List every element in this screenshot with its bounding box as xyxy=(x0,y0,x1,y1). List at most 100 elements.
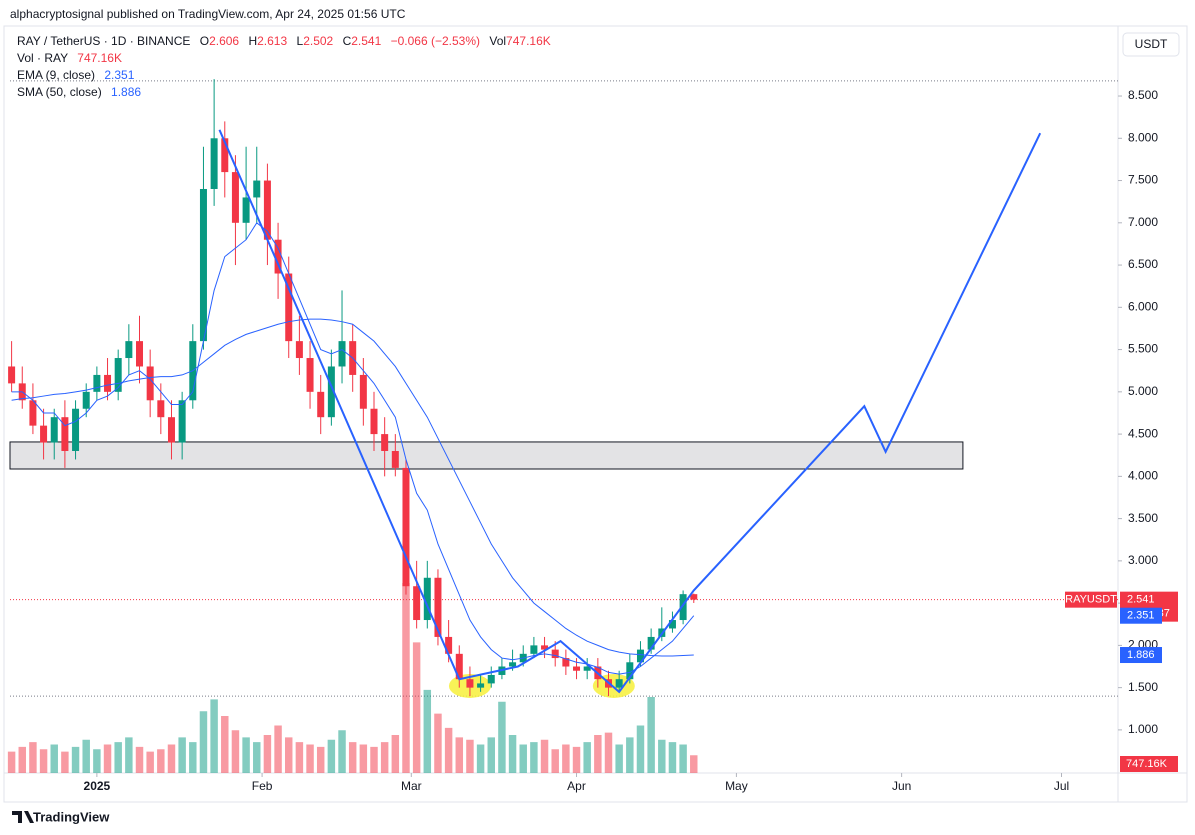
candle-body xyxy=(626,662,634,680)
candle-body xyxy=(402,467,410,587)
volume-bar xyxy=(39,749,48,773)
volume-bar xyxy=(285,737,293,773)
volume-bar xyxy=(114,742,122,773)
footer: TradingView xyxy=(33,809,110,824)
volume-bar xyxy=(455,737,464,773)
volume-bar xyxy=(7,751,16,773)
frame xyxy=(3,25,1188,803)
candle-body xyxy=(679,594,687,621)
symbol-badge xyxy=(1065,591,1117,608)
symbol-badge-label: RAYUSDT xyxy=(1065,594,1117,606)
volume-bar xyxy=(690,755,698,773)
volume-bar xyxy=(423,689,432,773)
candle-body xyxy=(114,358,122,392)
volume-bar xyxy=(242,737,250,773)
volume-bar xyxy=(626,737,634,773)
volume-bar xyxy=(295,742,304,773)
zone xyxy=(9,441,964,470)
logo xyxy=(12,811,34,823)
candle-body xyxy=(61,417,69,451)
symbol: RAY / TetherUS · 1D · BINANCE xyxy=(17,34,190,48)
indicator-name: EMA (9, close) xyxy=(17,68,95,82)
ohlc-value: 2.606 xyxy=(209,34,239,48)
candle-body xyxy=(253,180,261,198)
volume-bar xyxy=(338,730,346,773)
volume-bar xyxy=(508,735,517,773)
candle-body xyxy=(690,594,698,600)
candle-body xyxy=(231,172,239,223)
currency-button[interactable] xyxy=(1122,32,1180,57)
candle-body xyxy=(317,391,325,418)
volume-bar xyxy=(135,746,144,773)
candle-body xyxy=(647,636,655,650)
legend-indicator: EMA (9, close) 2.351 xyxy=(17,68,135,82)
ohlc-value: 2.502 xyxy=(303,34,333,48)
volume-bar xyxy=(61,751,69,773)
y-tick-label: 7.500 xyxy=(1128,173,1158,187)
volume-bar xyxy=(412,642,421,773)
volume-bar xyxy=(274,725,282,773)
ohlc-value: 2.541 xyxy=(351,34,381,48)
candle-body xyxy=(636,649,644,663)
candle-body xyxy=(40,425,48,443)
candle-body xyxy=(551,649,559,659)
candle-body xyxy=(381,434,389,451)
indicator-name: Vol · RAY xyxy=(17,51,68,65)
ohlc-label: O xyxy=(200,34,209,48)
volume-bar xyxy=(658,739,666,773)
y-tick-label: 8.000 xyxy=(1128,130,1158,144)
candle-body xyxy=(29,400,37,426)
candle-body xyxy=(327,366,335,418)
y-tick-label: 1.000 xyxy=(1128,722,1158,736)
candle-body xyxy=(295,341,303,359)
volume-bar xyxy=(391,735,400,773)
volume-bar xyxy=(50,744,58,773)
candle-body xyxy=(136,341,144,367)
volume-bar xyxy=(327,739,336,773)
candle-body xyxy=(146,366,154,401)
volume-bar xyxy=(18,746,26,773)
candle-body xyxy=(509,662,517,667)
volume-bar xyxy=(157,749,165,773)
volume-bar xyxy=(466,739,474,773)
indicator-line xyxy=(11,222,695,675)
change: −0.066 (−2.53%) xyxy=(391,34,480,48)
indicator-value: 1.886 xyxy=(111,85,141,99)
volume-bar xyxy=(402,583,410,773)
volume-bar xyxy=(253,742,261,773)
candle-body xyxy=(104,374,112,392)
volume-bar xyxy=(519,744,527,773)
plot xyxy=(7,79,1118,773)
candle-body xyxy=(434,577,442,637)
candle-body xyxy=(370,408,378,435)
candle-body xyxy=(466,679,474,688)
ohlc-label: H xyxy=(248,34,257,48)
volume-bar xyxy=(562,744,570,773)
volume-bar xyxy=(498,701,506,773)
y-tick-label: 5.500 xyxy=(1128,342,1158,356)
volume-bar xyxy=(636,725,645,773)
candle-body xyxy=(93,374,101,392)
y-tick-label: 8.500 xyxy=(1128,88,1158,102)
candle-body xyxy=(72,408,80,451)
ohlc-label: L xyxy=(297,34,304,48)
volume-bar xyxy=(540,739,549,773)
legend-indicator: SMA (50, close) 1.886 xyxy=(17,85,141,99)
x-tick-label: Feb xyxy=(252,779,273,793)
volume-bar xyxy=(210,699,218,773)
candle-body xyxy=(413,586,421,621)
candle-body xyxy=(285,273,293,342)
candle-body xyxy=(562,658,570,667)
candle-body xyxy=(487,674,495,684)
candle-body xyxy=(445,636,453,654)
candle-body xyxy=(167,417,175,443)
vol-label: Vol xyxy=(489,34,506,48)
volume-bar xyxy=(167,744,176,773)
candle-body xyxy=(82,391,90,409)
candle-body xyxy=(242,197,250,223)
volume-badge xyxy=(1120,756,1178,772)
x-tick-label: Apr xyxy=(567,779,586,793)
currency-label[interactable]: USDT xyxy=(1135,37,1168,51)
candle-body xyxy=(50,417,58,443)
volume-bar xyxy=(348,742,357,773)
